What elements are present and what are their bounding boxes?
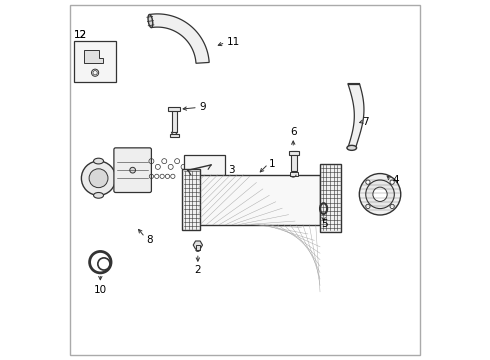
Text: 8: 8: [146, 235, 153, 245]
Text: 2: 2: [194, 265, 201, 275]
Text: 6: 6: [291, 127, 297, 138]
Circle shape: [359, 174, 401, 215]
Bar: [320, 164, 342, 232]
Ellipse shape: [94, 158, 103, 164]
Bar: [172, 109, 177, 132]
Bar: [184, 155, 225, 189]
Circle shape: [390, 180, 394, 184]
Text: 9: 9: [199, 103, 206, 112]
Bar: [196, 245, 200, 249]
FancyBboxPatch shape: [114, 148, 151, 193]
Polygon shape: [348, 84, 364, 148]
Circle shape: [81, 161, 116, 195]
Bar: [74, 41, 117, 82]
Circle shape: [366, 204, 370, 208]
Text: 4: 4: [392, 175, 399, 185]
Bar: [182, 169, 200, 230]
Bar: [290, 172, 298, 176]
Ellipse shape: [347, 145, 357, 150]
Ellipse shape: [94, 193, 103, 198]
Circle shape: [366, 180, 370, 184]
Text: 11: 11: [226, 37, 240, 48]
Text: 12: 12: [74, 30, 88, 40]
Bar: [168, 107, 180, 111]
Bar: [289, 151, 299, 155]
Text: 10: 10: [94, 285, 107, 295]
Bar: [291, 152, 297, 171]
Text: 7: 7: [362, 117, 368, 127]
Text: 1: 1: [270, 159, 276, 169]
Text: 5: 5: [321, 219, 327, 229]
Circle shape: [130, 167, 136, 173]
Circle shape: [197, 177, 205, 185]
Ellipse shape: [148, 14, 153, 28]
Polygon shape: [149, 14, 209, 63]
Circle shape: [89, 169, 108, 188]
Text: 12: 12: [74, 30, 88, 40]
Circle shape: [390, 204, 394, 208]
Circle shape: [366, 180, 394, 208]
Text: 3: 3: [228, 165, 235, 175]
Bar: [171, 134, 179, 137]
Polygon shape: [84, 50, 103, 63]
Circle shape: [373, 187, 387, 202]
Polygon shape: [193, 241, 202, 249]
Bar: [198, 175, 320, 225]
